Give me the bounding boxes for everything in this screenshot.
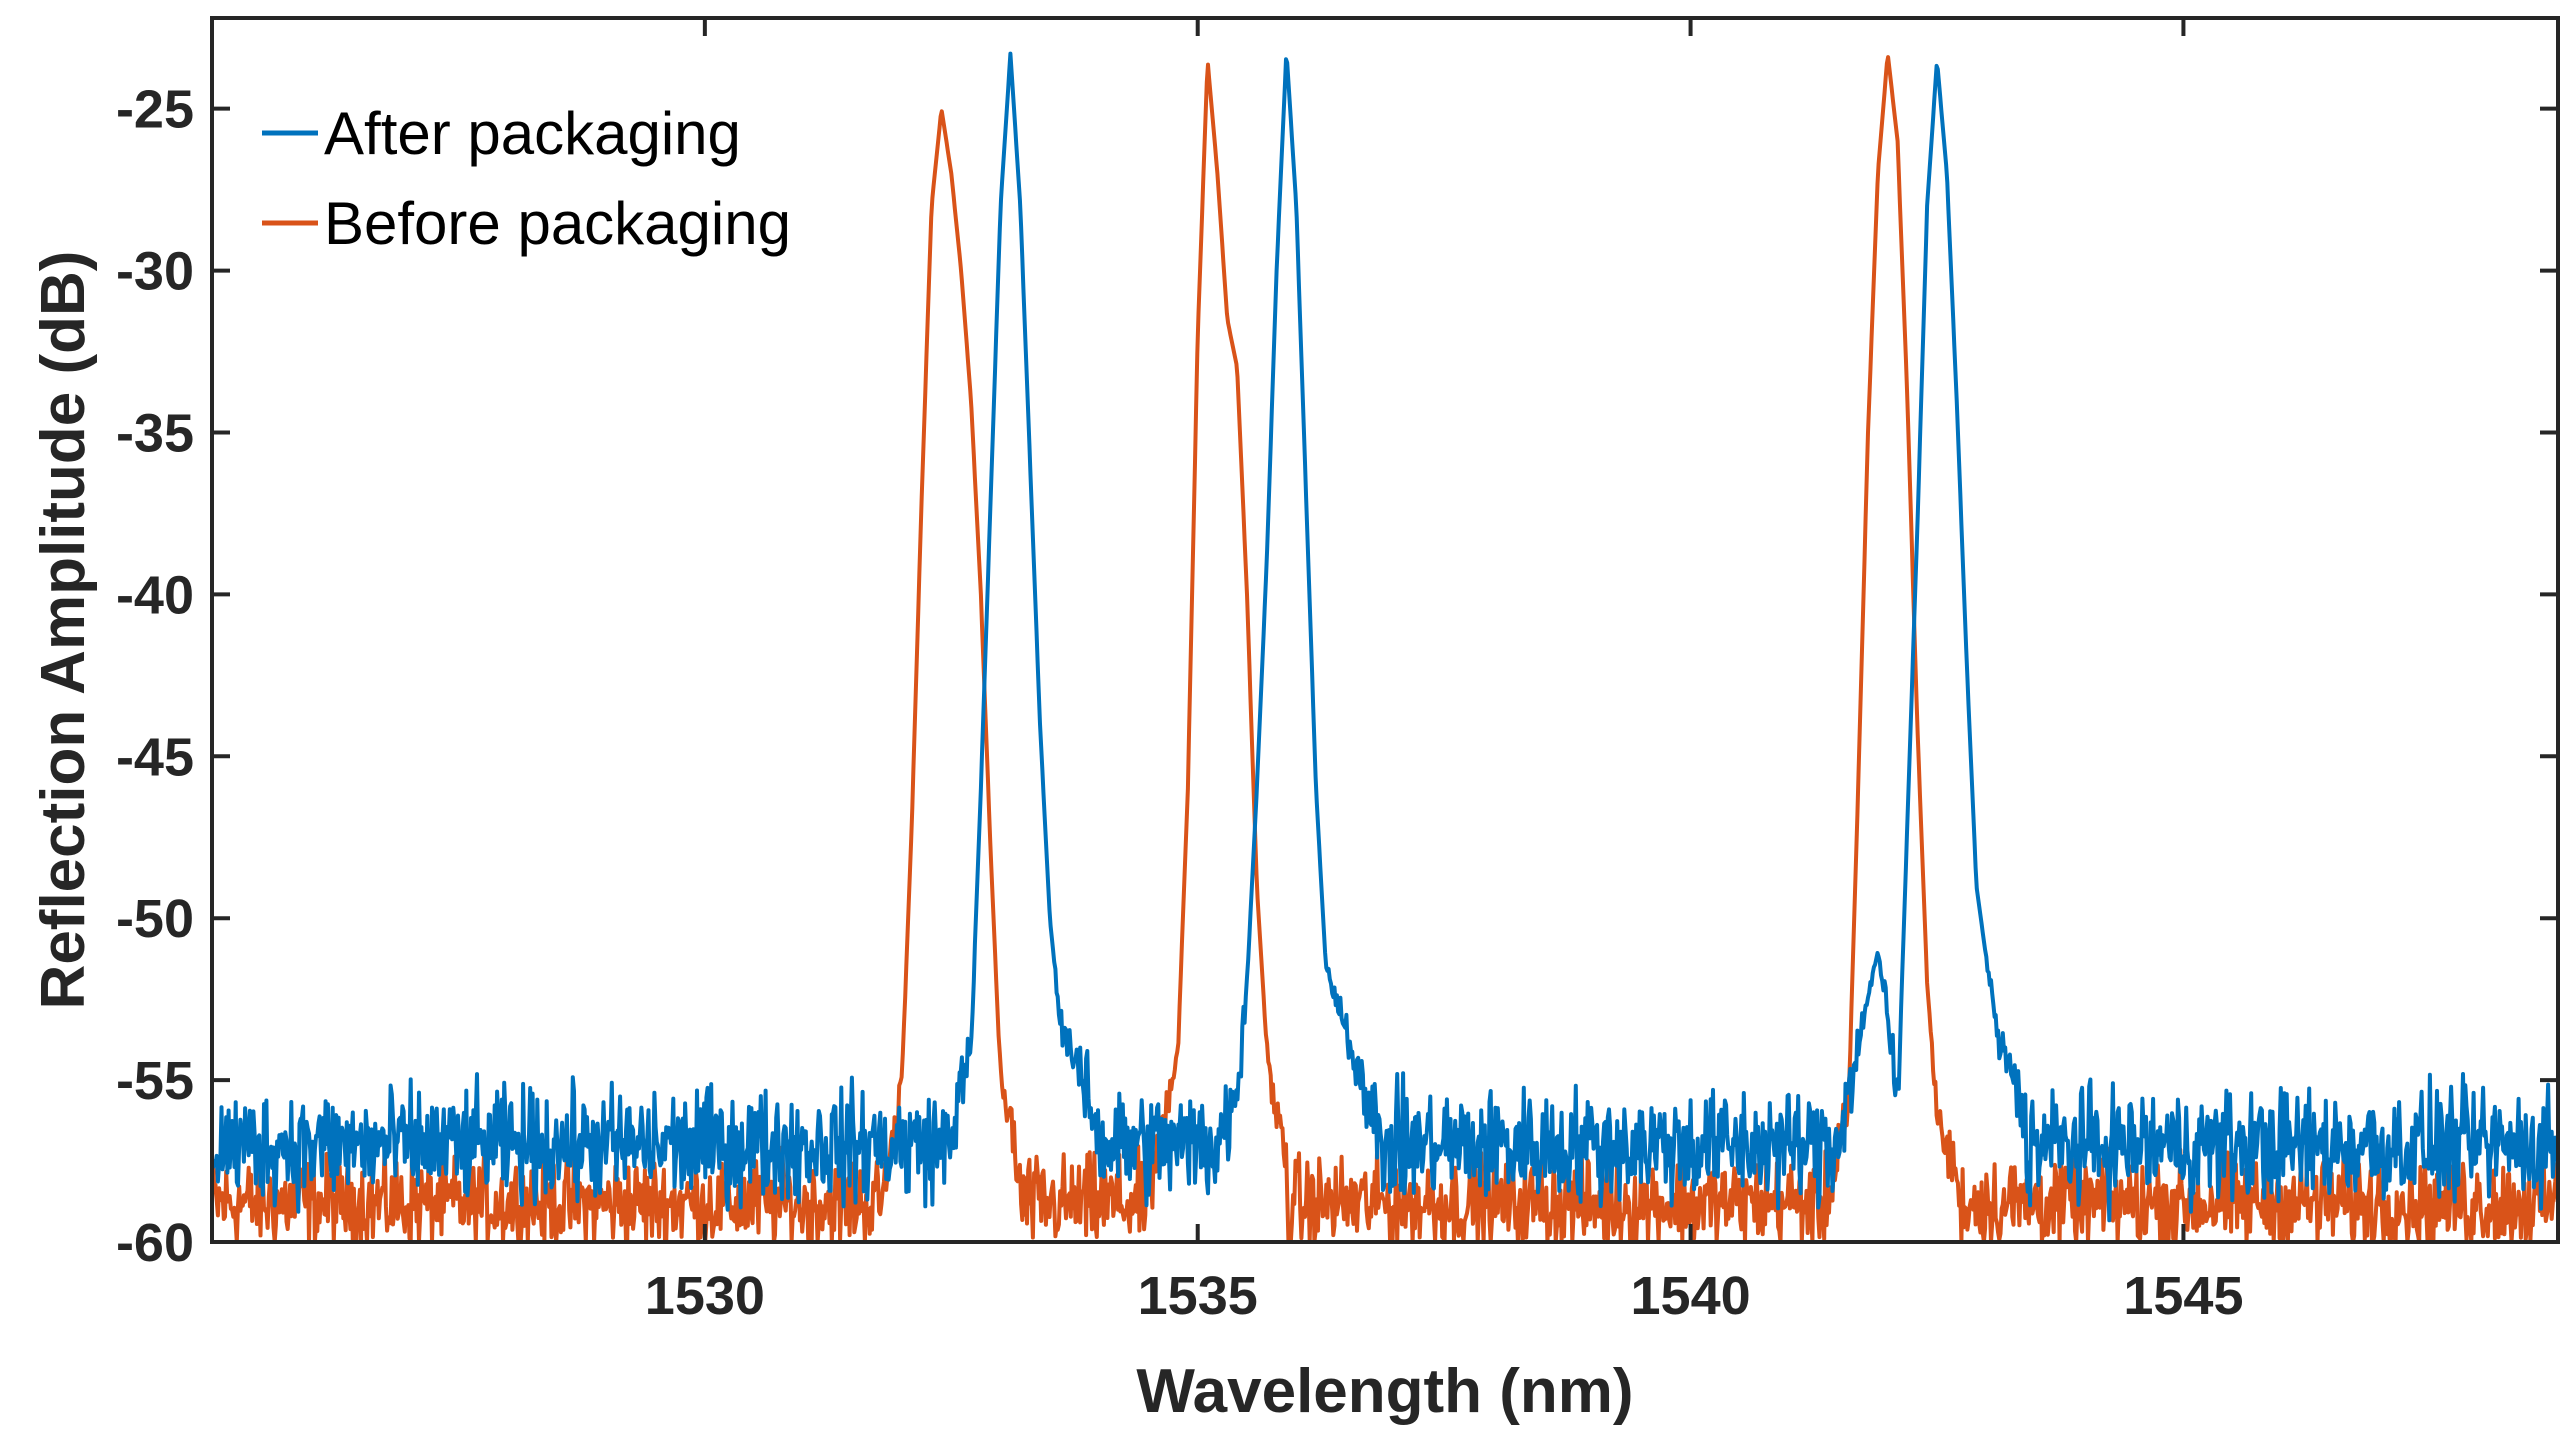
x-tick-label: 1545: [2123, 1266, 2243, 1326]
legend-label: Before packaging: [324, 190, 791, 257]
legend: After packaging Before packaging: [262, 100, 791, 257]
x-tick-label: 1530: [645, 1266, 765, 1326]
series-line-before-packaging: [212, 55, 2558, 1242]
series-line-after-packaging: [212, 51, 2558, 1223]
plot-area: [212, 51, 2558, 1242]
legend-label: After packaging: [324, 100, 741, 167]
x-tick-label: 1540: [1631, 1266, 1751, 1326]
y-tick-label: -25: [116, 80, 194, 140]
x-axis-label: Wavelength (nm): [1136, 1357, 1633, 1426]
y-tick-label: -35: [116, 403, 194, 463]
x-tick-label: 1535: [1138, 1266, 1258, 1326]
y-tick-label: -40: [116, 565, 194, 625]
y-tick-label: -30: [116, 242, 194, 302]
axes: 1530 1535 1540 1545 -60 -55 -50 -45 -40 -35 -30 -25: [116, 16, 2560, 1326]
y-axis-label: Reflection Amplitude (dB): [29, 251, 98, 1010]
y-tick-label: -55: [116, 1051, 194, 1111]
y-tick-label: -60: [116, 1213, 194, 1273]
y-tick-label: -50: [116, 889, 194, 949]
axes-box: [210, 16, 2560, 1244]
y-tick-label: -45: [116, 727, 194, 787]
